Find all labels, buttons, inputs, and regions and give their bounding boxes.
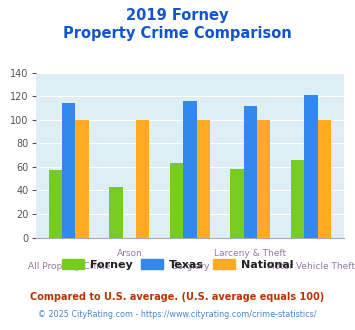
Bar	[197, 120, 210, 238]
Text: Larceny & Theft: Larceny & Theft	[214, 249, 286, 258]
Bar	[257, 120, 271, 238]
Text: Burglary: Burglary	[171, 262, 209, 271]
Text: © 2025 CityRating.com - https://www.cityrating.com/crime-statistics/: © 2025 CityRating.com - https://www.city…	[38, 310, 317, 319]
Bar	[244, 106, 257, 238]
Bar	[49, 170, 62, 238]
Text: Motor Vehicle Theft: Motor Vehicle Theft	[267, 262, 355, 271]
Text: 2019 Forney: 2019 Forney	[126, 8, 229, 23]
Bar	[170, 163, 183, 238]
Bar	[304, 95, 318, 238]
Text: Arson: Arson	[116, 249, 142, 258]
Text: All Property Crime: All Property Crime	[28, 262, 110, 271]
Legend: Forney, Texas, National: Forney, Texas, National	[58, 255, 297, 274]
Bar	[230, 169, 244, 238]
Text: Property Crime Comparison: Property Crime Comparison	[63, 26, 292, 41]
Bar	[109, 187, 123, 238]
Bar	[76, 120, 89, 238]
Bar	[183, 101, 197, 238]
Bar	[291, 160, 304, 238]
Text: Compared to U.S. average. (U.S. average equals 100): Compared to U.S. average. (U.S. average …	[31, 292, 324, 302]
Bar	[136, 120, 149, 238]
Bar	[62, 103, 76, 238]
Bar	[318, 120, 331, 238]
